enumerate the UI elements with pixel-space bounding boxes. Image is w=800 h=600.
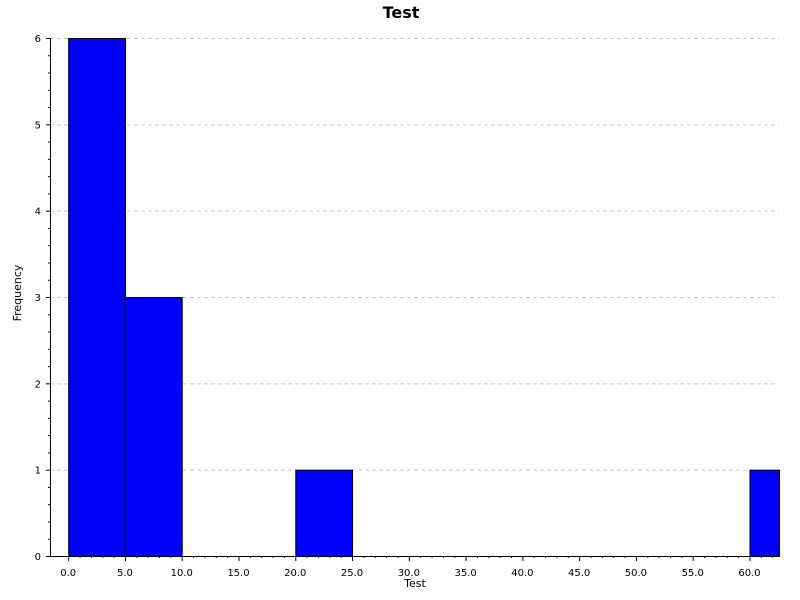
x-tick-label: 30.0 [398,568,420,579]
y-tick-label: 5 [35,120,41,131]
histogram-bar [68,38,126,557]
x-tick-label: 55.0 [682,568,704,579]
histogram-bar [124,297,183,557]
x-tick-label: 60.0 [738,568,760,579]
y-tick-label: 4 [35,207,41,218]
y-tick-label: 6 [35,34,41,45]
y-tick-label: 1 [35,466,41,477]
x-tick-label: 15.0 [227,568,249,579]
y-tick-label: 2 [35,379,41,390]
histogram-bar [749,469,780,557]
x-tick-label: 40.0 [511,568,533,579]
y-axis-label: Frequency [11,264,24,321]
x-tick-label: 0.0 [60,568,76,579]
y-tick-label: 3 [35,293,41,304]
x-tick-label: 50.0 [625,568,647,579]
x-tick-label: 25.0 [341,568,363,579]
x-tick-label: 20.0 [284,568,306,579]
x-axis-label: Test [403,577,426,590]
x-tick-label: 10.0 [171,568,193,579]
chart-title: Test [383,3,420,22]
histogram-bar [295,469,354,557]
x-tick-label: 35.0 [454,568,476,579]
x-tick-label: 5.0 [117,568,133,579]
x-tick-label: 45.0 [568,568,590,579]
y-tick-label: 0 [35,552,41,563]
